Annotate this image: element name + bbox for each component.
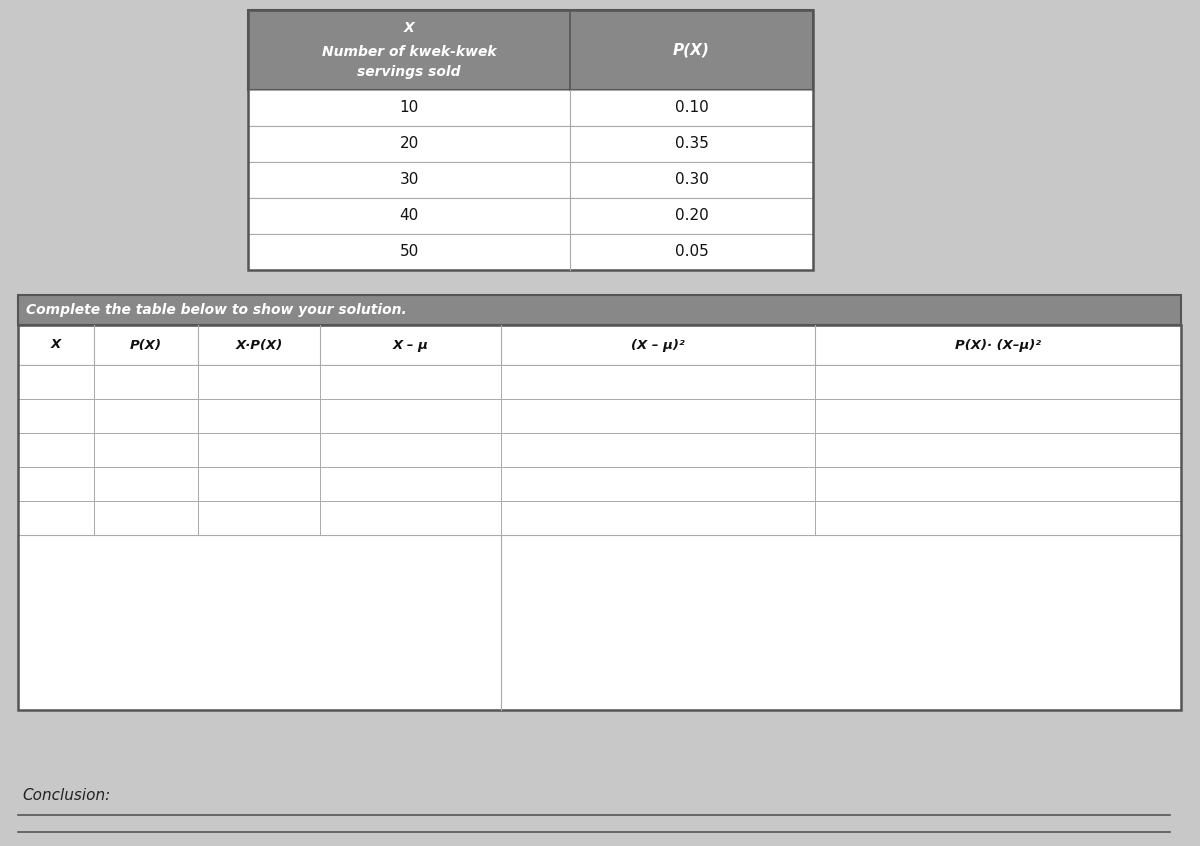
Text: 50: 50 <box>400 244 419 260</box>
Text: X·P(X): X·P(X) <box>235 338 283 351</box>
Text: Number of kwek-kwek: Number of kwek-kwek <box>322 45 497 58</box>
Text: Complete the table below to show your solution.: Complete the table below to show your so… <box>26 303 407 317</box>
Bar <box>18 325 1181 710</box>
Bar <box>248 126 814 162</box>
Bar <box>18 535 1181 710</box>
Text: 0.05: 0.05 <box>674 244 708 260</box>
Text: 20: 20 <box>400 136 419 151</box>
Text: 0.35: 0.35 <box>674 136 708 151</box>
Bar <box>248 162 814 198</box>
Text: Conclusion:: Conclusion: <box>22 788 110 803</box>
Text: X: X <box>50 338 61 351</box>
Text: X: X <box>403 20 414 35</box>
Bar <box>248 234 814 270</box>
Text: 30: 30 <box>400 173 419 188</box>
Text: 0.30: 0.30 <box>674 173 708 188</box>
Bar <box>248 198 814 234</box>
Text: P(X)· (X–μ)²: P(X)· (X–μ)² <box>955 338 1040 351</box>
Bar <box>18 295 1181 325</box>
Bar <box>18 467 1181 501</box>
Text: servings sold: servings sold <box>358 65 461 80</box>
Text: 40: 40 <box>400 208 419 223</box>
Text: 0.10: 0.10 <box>674 101 708 116</box>
Bar <box>18 433 1181 467</box>
Text: 10: 10 <box>400 101 419 116</box>
Bar <box>18 501 1181 535</box>
Bar <box>248 10 814 270</box>
Bar <box>248 10 814 90</box>
Bar <box>248 90 814 126</box>
Bar <box>18 325 1181 365</box>
Bar <box>18 399 1181 433</box>
Text: P(X): P(X) <box>130 338 162 351</box>
Text: (X – μ)²: (X – μ)² <box>631 338 684 351</box>
Bar <box>18 365 1181 399</box>
Text: X – μ: X – μ <box>392 338 428 351</box>
Text: 0.20: 0.20 <box>674 208 708 223</box>
Text: P(X): P(X) <box>673 42 710 58</box>
